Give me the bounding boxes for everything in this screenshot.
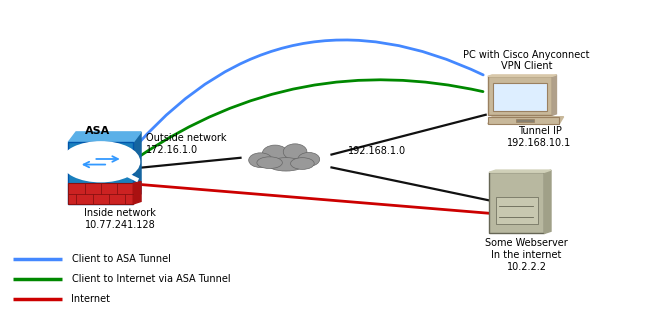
- FancyArrowPatch shape: [139, 80, 483, 157]
- Text: Internet: Internet: [72, 294, 110, 304]
- Ellipse shape: [268, 158, 304, 171]
- FancyBboxPatch shape: [68, 142, 133, 204]
- FancyBboxPatch shape: [488, 76, 552, 115]
- Polygon shape: [133, 182, 141, 204]
- Text: Some Webserver
In the internet
10.2.2.2: Some Webserver In the internet 10.2.2.2: [485, 238, 568, 271]
- Text: Tunnel IP
192.168.10.1: Tunnel IP 192.168.10.1: [508, 126, 571, 147]
- Text: ASA: ASA: [85, 126, 110, 136]
- Text: 192.168.1.0: 192.168.1.0: [348, 146, 406, 156]
- Ellipse shape: [263, 145, 288, 162]
- Polygon shape: [552, 75, 556, 115]
- Polygon shape: [488, 75, 556, 76]
- FancyBboxPatch shape: [517, 119, 534, 122]
- FancyArrowPatch shape: [138, 40, 483, 144]
- Polygon shape: [545, 170, 551, 233]
- Polygon shape: [489, 170, 551, 172]
- Text: Outside network
172.16.1.0: Outside network 172.16.1.0: [146, 133, 227, 155]
- FancyBboxPatch shape: [488, 117, 559, 124]
- Polygon shape: [488, 117, 564, 124]
- FancyBboxPatch shape: [68, 184, 133, 204]
- Text: Inside network
10.77.241.128: Inside network 10.77.241.128: [84, 208, 157, 230]
- Ellipse shape: [291, 158, 314, 169]
- Ellipse shape: [283, 144, 307, 160]
- Text: PC with Cisco Anyconnect
VPN Client: PC with Cisco Anyconnect VPN Client: [463, 50, 590, 71]
- FancyBboxPatch shape: [493, 82, 547, 110]
- Ellipse shape: [298, 152, 320, 166]
- Circle shape: [63, 143, 138, 180]
- Text: Client to Internet via ASA Tunnel: Client to Internet via ASA Tunnel: [72, 274, 230, 284]
- Text: Client to ASA Tunnel: Client to ASA Tunnel: [72, 254, 170, 264]
- FancyBboxPatch shape: [489, 172, 545, 233]
- Ellipse shape: [249, 153, 272, 167]
- Polygon shape: [68, 132, 141, 142]
- Polygon shape: [133, 132, 141, 204]
- FancyBboxPatch shape: [496, 197, 538, 224]
- Ellipse shape: [257, 157, 282, 168]
